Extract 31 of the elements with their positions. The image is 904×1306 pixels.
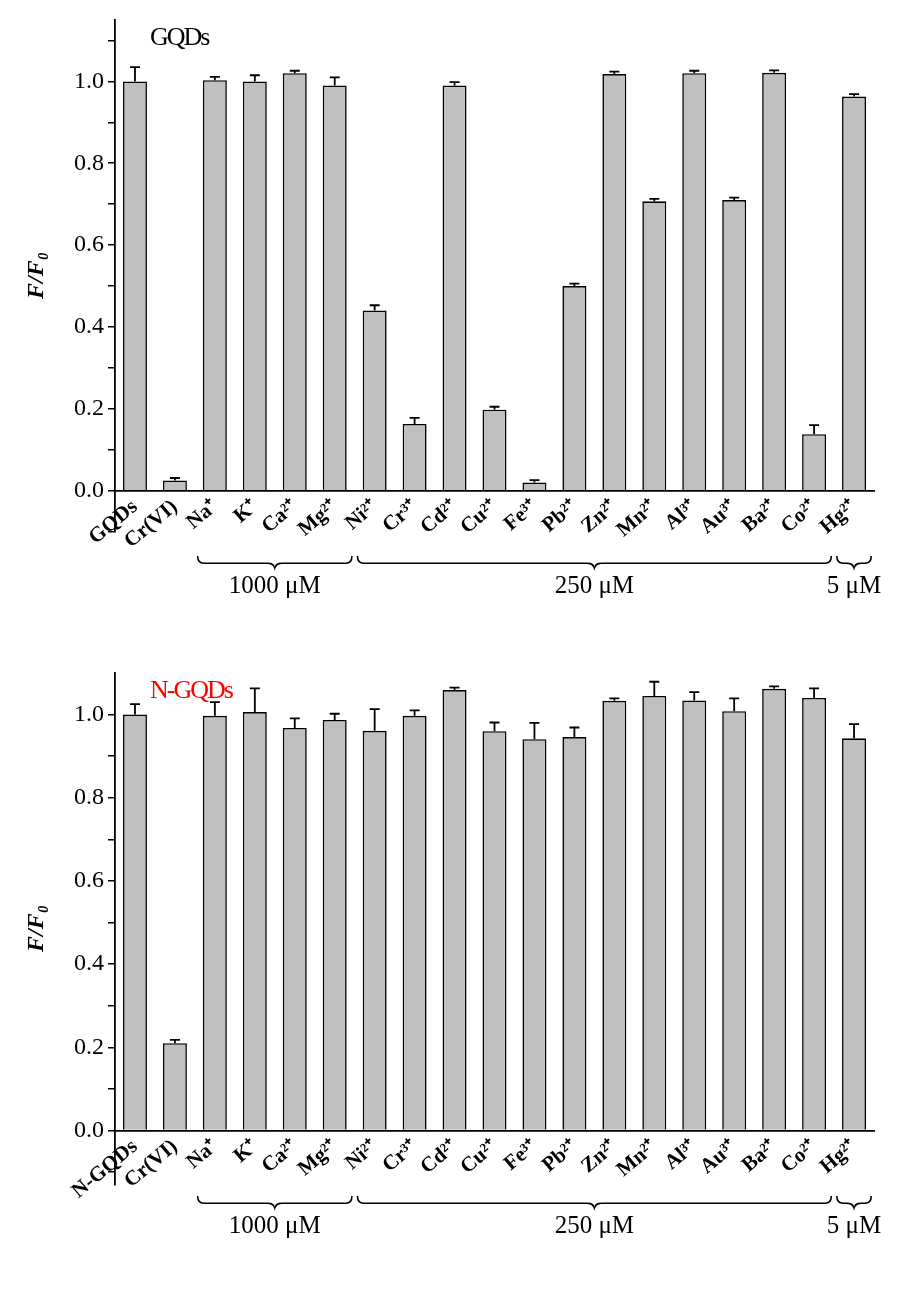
y-tick-label: 0.6: [74, 866, 104, 893]
y-tick-label: 0.6: [74, 230, 104, 257]
y-tick-label: 0.2: [74, 394, 104, 421]
x-tick-label: Na⁺: [181, 1133, 222, 1174]
text: 1000 μM: [228, 570, 321, 599]
y-tick-label: 0.4: [74, 949, 104, 976]
text: 250 μM: [554, 1210, 635, 1239]
y-tick-label: 0.0: [74, 475, 104, 502]
y-tick-label: 0.4: [74, 312, 104, 339]
x-tick-label: Pb²⁺: [536, 1133, 582, 1177]
text: 250 μM: [554, 570, 635, 599]
text: 1000 μM: [228, 1210, 321, 1239]
x-tick-label: Na⁺: [181, 493, 222, 534]
x-tick-label: K⁺: [228, 493, 262, 528]
x-tick-label: Al³⁺: [659, 493, 701, 535]
x-tick-label: Al³⁺: [659, 1133, 701, 1175]
y-tick-label: 1.0: [74, 66, 104, 93]
x-tick-label: Ba²⁺: [736, 1133, 781, 1177]
y-axis-title: F/F₀: [22, 252, 50, 300]
y-tick-label: 0.8: [74, 148, 104, 175]
x-tick-label: Ba²⁺: [736, 493, 781, 537]
chart-title: N-GQDs: [150, 675, 232, 705]
y-tick-label: 0.8: [74, 783, 104, 810]
y-axis-title: F/F₀: [22, 905, 50, 953]
y-tick-label: 0.0: [74, 1115, 104, 1142]
y-tick-label: 1.0: [74, 699, 104, 726]
text: 5 μM: [826, 1210, 882, 1239]
y-tick-label: 0.2: [74, 1032, 104, 1059]
chart-title: GQDs: [150, 22, 209, 52]
text: 5 μM: [826, 570, 882, 599]
x-tick-label: K⁺: [228, 1133, 262, 1168]
